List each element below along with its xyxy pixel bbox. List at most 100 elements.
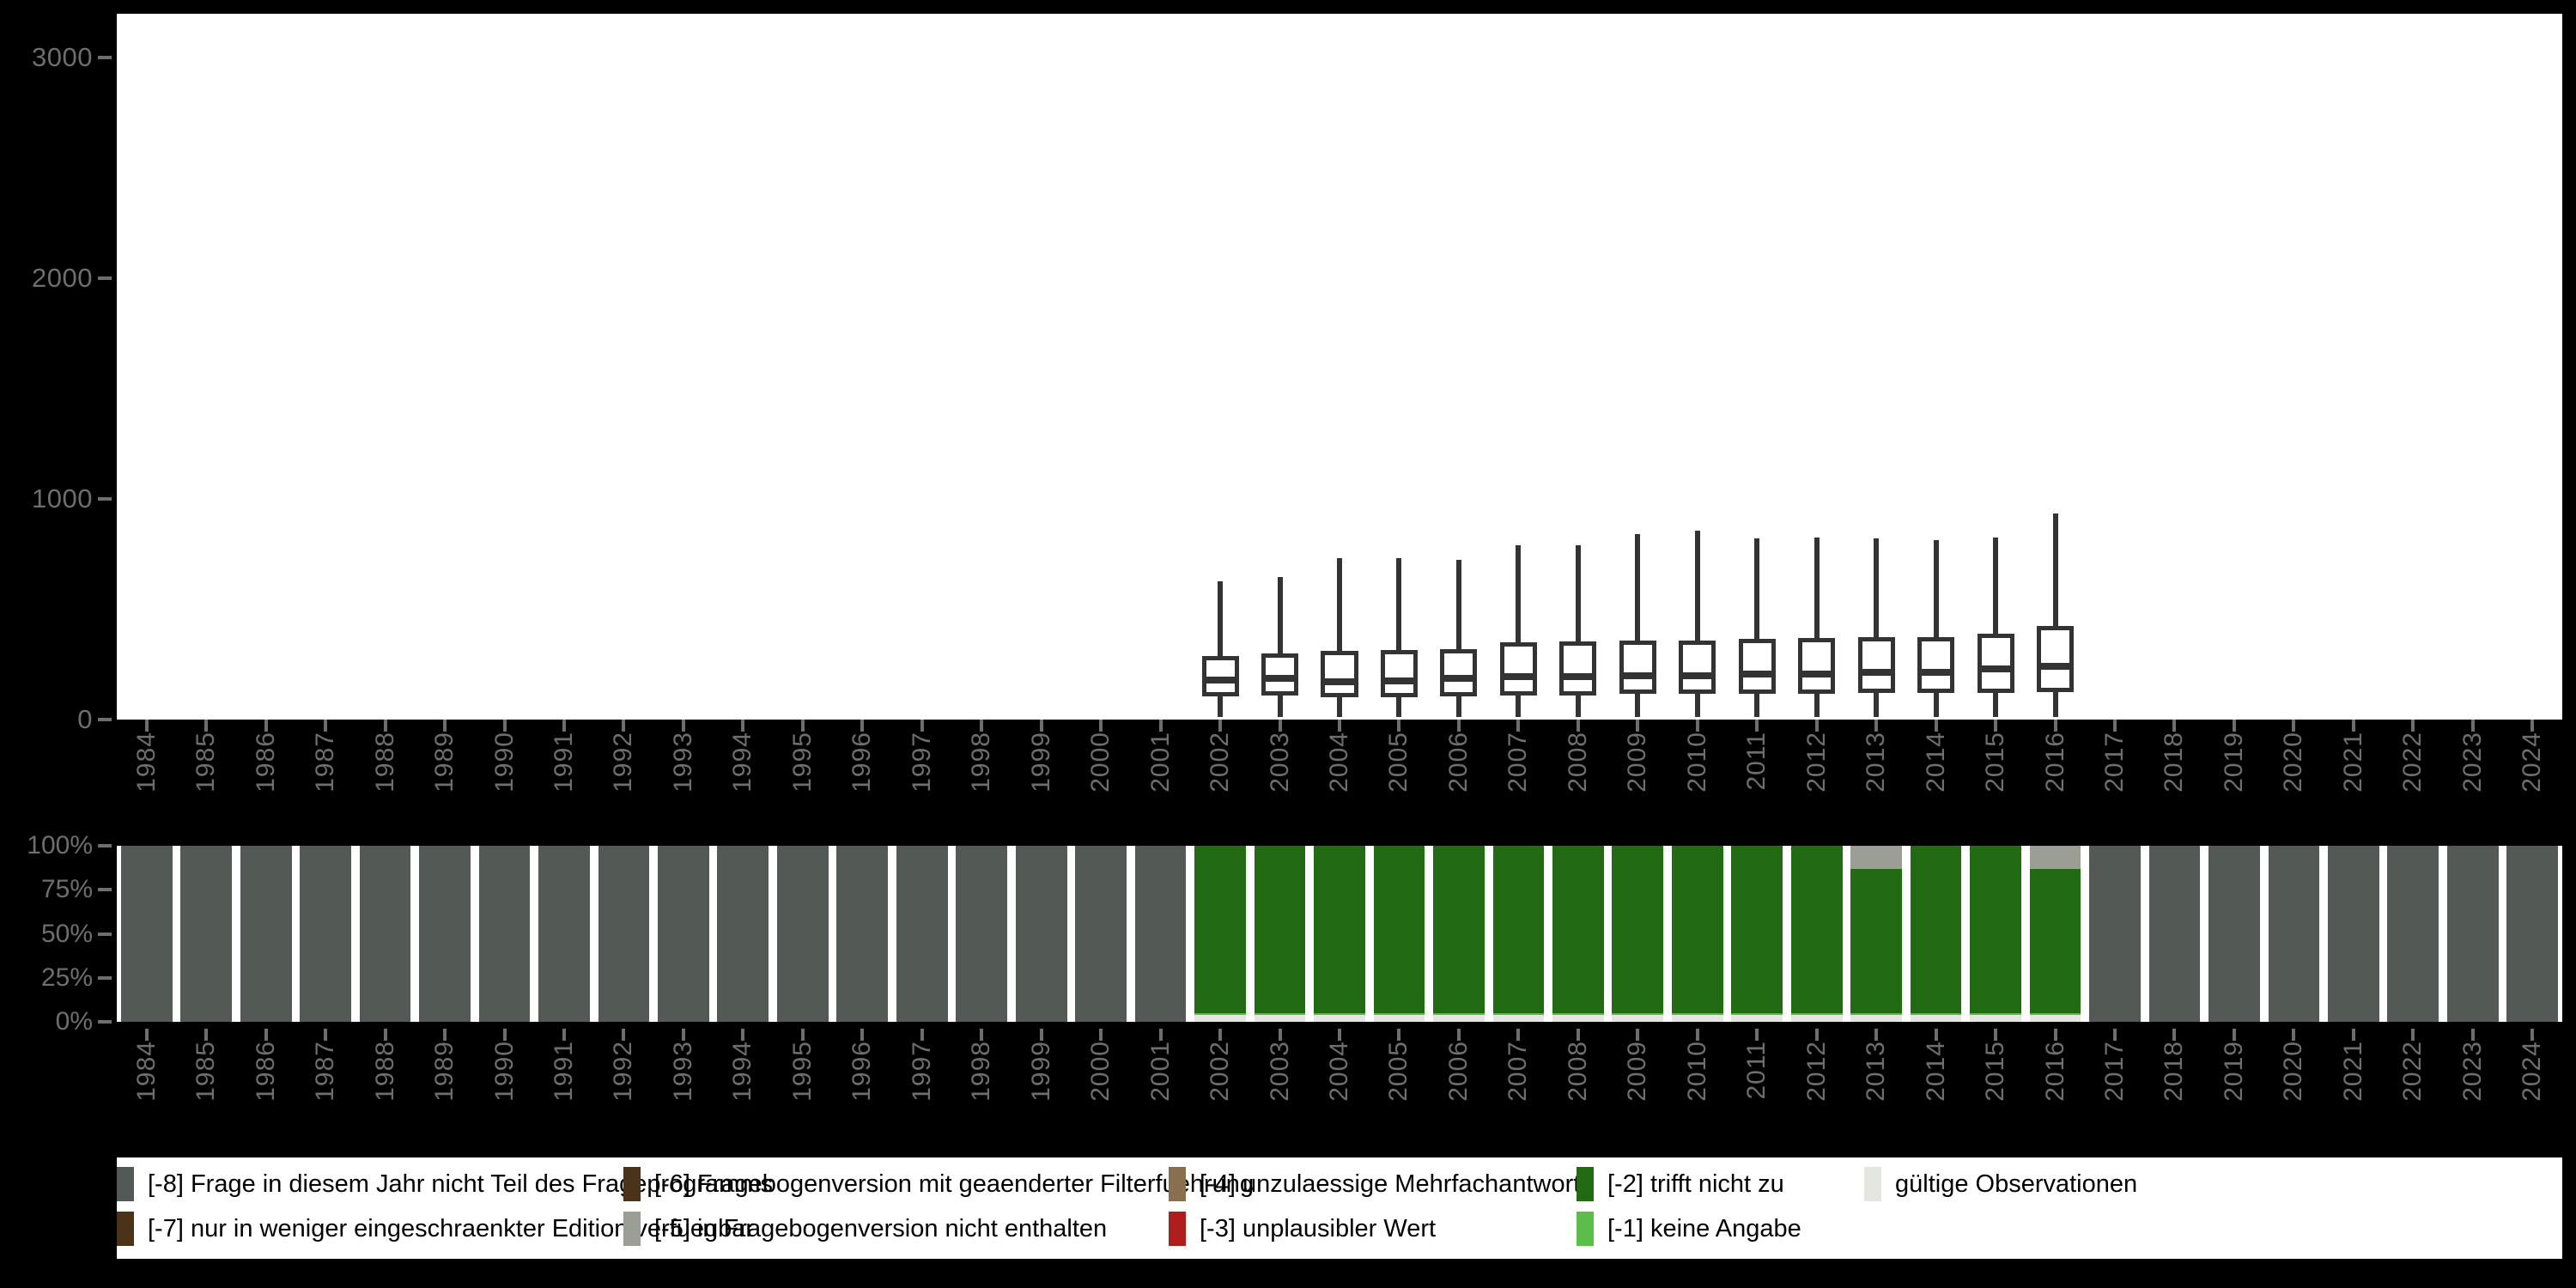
boxplot-x-tick-mark xyxy=(324,720,328,732)
boxplot-iqr-box xyxy=(1738,639,1776,695)
boxplot-upper-whisker xyxy=(1754,538,1760,640)
boxplot-median-line xyxy=(1380,677,1418,685)
boxplot-x-year-label: 2012 xyxy=(1801,732,1831,793)
stacked-bar-x-tick-mark xyxy=(2232,1029,2236,1041)
legend-item[interactable]: [-6] Fragebogenversion mit geaenderter F… xyxy=(623,1163,1254,1206)
boxplot-median-line xyxy=(1798,671,1836,678)
stacked-bar xyxy=(1850,846,1903,1022)
stacked-bar-segment xyxy=(776,846,829,1022)
boxplot-x-tick-mark xyxy=(1814,720,1819,732)
boxplot-x-year-label: 1989 xyxy=(430,732,459,793)
boxplot-x-tick-mark xyxy=(144,720,149,732)
boxplot-box xyxy=(1679,14,1716,720)
stacked-bar-segment xyxy=(1910,846,1962,1013)
boxplot-x-year-label: 2008 xyxy=(1563,732,1592,793)
boxplot-iqr-box xyxy=(1977,633,2014,694)
boxplot-x-year-label: 1991 xyxy=(549,732,578,793)
stacked-bar xyxy=(1910,846,1962,1022)
legend-item[interactable]: [-4] unzulaessige Mehrfachantwort xyxy=(1169,1163,1580,1206)
stacked-bar-segment xyxy=(1731,1012,1783,1015)
stacked-bar-segment xyxy=(2387,846,2439,1022)
boxplot-x-tick-mark xyxy=(1456,720,1461,732)
stacked-bar-segment xyxy=(1970,1012,2021,1015)
stacked-bar-x-tick-mark xyxy=(2411,1029,2415,1041)
stacked-bar-x-year-label: 2008 xyxy=(1563,1041,1592,1102)
stacked-bar-segment xyxy=(1015,846,1067,1022)
boxplot-box xyxy=(1559,14,1597,720)
boxplot-x-tick-mark xyxy=(1994,720,1998,732)
boxplot-median-line xyxy=(2037,663,2075,671)
stacked-bar xyxy=(180,846,233,1022)
boxplot-x-tick-mark xyxy=(502,720,507,732)
stacked-bar-segment xyxy=(1433,846,1485,1013)
boxplot-iqr-box xyxy=(1201,655,1239,697)
boxplot-x-year-label: 2010 xyxy=(1682,732,1711,793)
boxplot-x-tick-mark xyxy=(741,720,745,732)
stacked-bar-x-tick-mark xyxy=(1576,1029,1580,1041)
legend-item[interactable]: [-1] keine Angabe xyxy=(1577,1207,1801,1250)
boxplot-box xyxy=(1321,14,1358,720)
stacked-bar-segment xyxy=(2029,846,2081,869)
stacked-bar-x-year-label: 1997 xyxy=(907,1041,936,1102)
boxplot-lower-whisker xyxy=(1993,693,1999,718)
stacked-bar-x-tick-mark xyxy=(681,1029,685,1041)
boxplot-x-tick-mark xyxy=(1278,720,1282,732)
legend-item[interactable]: [-7] nur in weniger eingeschraenkter Edi… xyxy=(117,1207,754,1250)
stacked-bar-x-tick-mark xyxy=(2530,1029,2535,1041)
legend-item[interactable]: [-5] in Fragebogenversion nicht enthalte… xyxy=(623,1207,1107,1250)
stacked-bar-segment xyxy=(120,846,173,1022)
boxplot-x-tick-mark xyxy=(443,720,447,732)
boxplot-x-tick-mark xyxy=(1158,720,1163,732)
stacked-bar-x-year-label: 1990 xyxy=(489,1041,519,1102)
boxplot-x-year-label: 1998 xyxy=(967,732,996,793)
boxplot-x-tick-mark xyxy=(2232,720,2236,732)
legend-item[interactable]: gültige Observationen xyxy=(1864,1163,2137,1206)
boxplot-x-tick-mark xyxy=(562,720,566,732)
stacked-bar xyxy=(1015,846,1067,1022)
stacked-bar-segment xyxy=(1910,1012,1962,1015)
boxplot-x-tick-mark xyxy=(2411,720,2415,732)
stacked-bar-x-year-label: 1984 xyxy=(131,1041,161,1102)
legend-item[interactable]: [-2] trifft nicht zu xyxy=(1577,1163,1784,1206)
stacked-bar-x-tick-mark xyxy=(1755,1029,1759,1041)
legend-item-label: [-6] Fragebogenversion mit geaenderter F… xyxy=(654,1170,1254,1198)
boxplot-x-tick-mark xyxy=(1397,720,1401,732)
stacked-bar-segment xyxy=(1970,1014,2021,1022)
stacked-bar xyxy=(836,846,889,1022)
legend-swatch-icon xyxy=(1169,1212,1186,1246)
stacked-bar-x-year-label: 2001 xyxy=(1145,1041,1175,1102)
boxplot-median-line xyxy=(1499,672,1537,680)
stacked-bar-x-year-label: 1988 xyxy=(370,1041,399,1102)
stacked-bar-segment xyxy=(896,846,948,1022)
stacked-bar-segment xyxy=(1314,1014,1365,1022)
stacked-bar-y-tick-mark xyxy=(98,844,112,848)
stacked-bar-segment xyxy=(2208,846,2260,1022)
legend-item[interactable]: [-8] Frage in diesem Jahr nicht Teil des… xyxy=(117,1163,773,1206)
boxplot-x-tick-mark xyxy=(1636,720,1640,732)
stacked-bar-x-year-label: 1991 xyxy=(549,1041,578,1102)
boxplot-upper-whisker xyxy=(1635,534,1641,641)
stacked-bar-segment xyxy=(658,846,709,1022)
stacked-bar-segment xyxy=(1254,1012,1306,1015)
stacked-bar-x-year-label: 1999 xyxy=(1026,1041,1055,1102)
boxplot-x-tick-mark xyxy=(1695,720,1699,732)
stacked-bar-x-tick-mark xyxy=(741,1029,745,1041)
stacked-bar xyxy=(538,846,590,1022)
boxplot-median-line xyxy=(1321,678,1358,686)
boxplot-lower-whisker xyxy=(1874,693,1880,718)
legend-item[interactable]: [-3] unplausibler Wert xyxy=(1169,1207,1436,1250)
stacked-bar xyxy=(1134,846,1187,1022)
stacked-bar-segment xyxy=(1194,1014,1246,1022)
stacked-bar xyxy=(2506,846,2559,1022)
stacked-bar-x-tick-mark xyxy=(800,1029,805,1041)
boxplot-x-year-label: 2014 xyxy=(1921,732,1950,793)
boxplot-box xyxy=(1977,14,2014,720)
stacked-bar-x-tick-mark xyxy=(980,1029,984,1041)
boxplot-box xyxy=(1380,14,1418,720)
boxplot-lower-whisker xyxy=(2052,691,2058,718)
stacked-bar-segment xyxy=(1194,846,1246,1013)
boxplot-lower-whisker xyxy=(1336,697,1342,718)
boxplot-x-tick-mark xyxy=(2351,720,2355,732)
stacked-bar xyxy=(1373,846,1425,1022)
stacked-bar-x-tick-mark xyxy=(1934,1029,1938,1041)
